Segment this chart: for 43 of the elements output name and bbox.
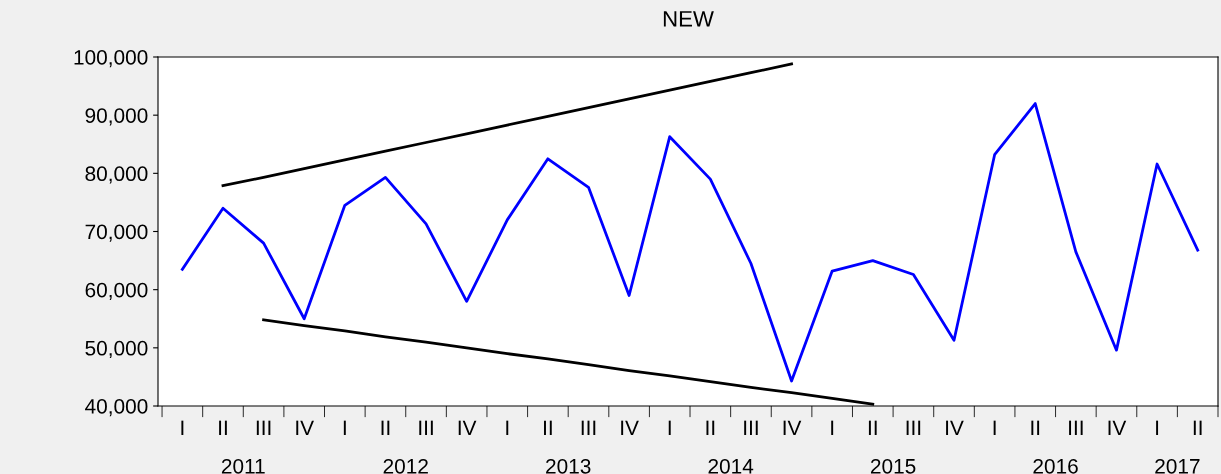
text: 2015	[870, 458, 916, 474]
y-tick-label: 70,000	[85, 224, 148, 242]
text: 2016	[1033, 458, 1078, 474]
x-tick-label: II	[868, 420, 877, 435]
x-tick-label: IV	[458, 420, 477, 435]
x-tick-label: III	[1069, 420, 1083, 435]
x-tick-label: I	[993, 420, 996, 435]
x-tick-label: IV	[946, 420, 964, 435]
x-tick-label: I	[831, 420, 834, 435]
x-tick-label: IV	[621, 420, 639, 435]
x-tick-label: I	[1156, 420, 1159, 435]
x-tick-label: I	[668, 420, 671, 435]
x-tick-label: IV	[1108, 420, 1127, 435]
x-tick-label: II	[544, 420, 552, 435]
text: 2017	[1155, 458, 1200, 474]
x-tick-label: III	[744, 420, 758, 435]
line-series	[221, 62, 793, 187]
text: 2011	[221, 458, 265, 474]
line-series	[180, 102, 1200, 383]
x-tick-label: III	[906, 420, 921, 435]
x-tick-label: I	[506, 420, 509, 435]
text: 2013	[546, 458, 591, 474]
x-tick-label: II	[1193, 420, 1202, 435]
x-tick-label: III	[256, 420, 271, 435]
text: 2012	[383, 458, 428, 474]
x-tick-label: I	[343, 420, 346, 435]
y-tick-label: 60,000	[85, 282, 148, 300]
y-tick-label: 50,000	[85, 340, 148, 359]
y-tick-label: 100,000	[74, 50, 148, 68]
y-tick-label: 80,000	[85, 166, 148, 184]
x-tick-label: II	[706, 420, 715, 435]
x-tick-label: I	[181, 420, 184, 435]
x-tick-label: IV	[783, 420, 802, 435]
x-tick-label: II	[381, 420, 390, 435]
x-tick-label: III	[419, 420, 433, 435]
x-tick-label: II	[1031, 420, 1040, 435]
y-tick-label: 40,000	[85, 399, 148, 417]
chart-title: NEW	[663, 11, 714, 27]
x-tick-label: IV	[296, 420, 314, 435]
x-tick-label: III	[581, 420, 596, 435]
x-tick-label: II	[219, 420, 227, 435]
text: 2014	[708, 458, 754, 474]
y-tick-label: 90,000	[85, 108, 148, 126]
